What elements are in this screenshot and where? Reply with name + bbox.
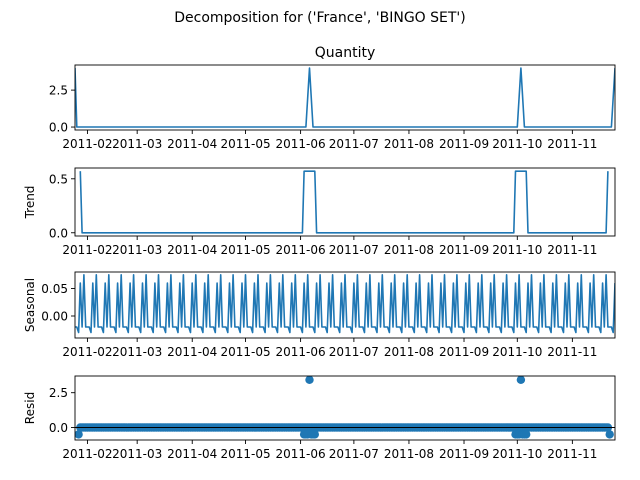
x-tick-label: 2011-10 <box>492 243 542 257</box>
y-axis-label: Trend <box>23 186 37 220</box>
x-tick-label: 2011-06 <box>276 137 326 151</box>
x-tick-label: 2011-04 <box>167 447 217 461</box>
x-tick-label: 2011-10 <box>492 447 542 461</box>
y-tick-label: 0.0 <box>49 226 68 240</box>
x-tick-label: 2011-05 <box>220 345 270 359</box>
axes-frame <box>74 271 616 339</box>
x-tick-label: 2011-03 <box>112 243 162 257</box>
y-axis-label: Seasonal <box>23 278 37 332</box>
x-tick-label: 2011-08 <box>384 243 434 257</box>
x-tick-label: 2011-10 <box>492 345 542 359</box>
x-tick-label: 2011-09 <box>439 345 489 359</box>
y-tick-label: 0.5 <box>49 172 68 186</box>
y-tick-label: 0.00 <box>41 310 68 324</box>
figure-suptitle: Decomposition for ('France', 'BINGO SET'… <box>174 10 465 26</box>
y-tick-label: 2.5 <box>49 84 68 98</box>
y-tick-label: 0.05 <box>41 282 68 296</box>
x-tick-label: 2011-07 <box>329 447 379 461</box>
resid-point <box>310 430 319 439</box>
axes-frame <box>74 167 616 237</box>
x-tick-label: 2011-07 <box>329 345 379 359</box>
panel-title: Quantity <box>315 45 376 61</box>
x-tick-label: 2011-02 <box>62 447 112 461</box>
resid-point <box>305 376 314 384</box>
data-layer <box>75 273 615 334</box>
x-tick-label: 2011-11 <box>547 243 597 257</box>
x-tick-label: 2011-06 <box>276 345 326 359</box>
x-tick-label: 2011-02 <box>62 345 112 359</box>
x-tick-label: 2011-11 <box>547 345 597 359</box>
series-line <box>75 273 615 334</box>
x-tick-label: 2011-08 <box>384 137 434 151</box>
data-layer <box>79 170 609 234</box>
trend-panel: Trend 0.0 0.5 2011-02 2011-03 2011-04 2011-05 2… <box>23 167 616 257</box>
y-tick-label: 2.5 <box>49 386 68 400</box>
y-tick-label: 0.0 <box>49 121 68 135</box>
resid-point <box>75 430 83 439</box>
data-layer <box>75 67 615 128</box>
x-tick-label: 2011-04 <box>167 345 217 359</box>
x-tick-label: 2011-10 <box>492 137 542 151</box>
x-tick-label: 2011-11 <box>547 137 597 151</box>
axes-frame <box>74 64 616 131</box>
x-tick-label: 2011-03 <box>112 447 162 461</box>
x-tick-label: 2011-03 <box>112 345 162 359</box>
x-tick-label: 2011-08 <box>384 345 434 359</box>
y-tick-label: 0.0 <box>49 421 68 435</box>
x-tick-label: 2011-07 <box>329 243 379 257</box>
x-tick-label: 2011-02 <box>62 137 112 151</box>
x-tick-label: 2011-05 <box>220 243 270 257</box>
x-tick-label: 2011-04 <box>167 243 217 257</box>
x-tick-label: 2011-03 <box>112 137 162 151</box>
x-tick-label: 2011-06 <box>276 447 326 461</box>
x-tick-label: 2011-05 <box>220 447 270 461</box>
y-axis-label: Resid <box>23 392 37 424</box>
resid-panel: Resid 0.0 2.5 2011-02 2011-03 2011-04 2011-05 2… <box>23 375 616 461</box>
x-tick-label: 2011-09 <box>439 137 489 151</box>
x-tick-label: 2011-09 <box>439 243 489 257</box>
x-tick-label: 2011-02 <box>62 243 112 257</box>
x-tick-label: 2011-11 <box>547 447 597 461</box>
x-tick-label: 2011-07 <box>329 137 379 151</box>
axes-frame <box>74 375 616 441</box>
series-line <box>79 170 609 234</box>
resid-point <box>605 430 614 439</box>
data-layer <box>75 376 614 439</box>
resid-point <box>516 376 526 384</box>
x-tick-label: 2011-08 <box>384 447 434 461</box>
x-tick-label: 2011-09 <box>439 447 489 461</box>
resid-point <box>522 430 531 439</box>
x-tick-label: 2011-06 <box>276 243 326 257</box>
x-tick-label: 2011-05 <box>220 137 270 151</box>
series-line <box>75 67 615 128</box>
x-tick-label: 2011-04 <box>167 137 217 151</box>
